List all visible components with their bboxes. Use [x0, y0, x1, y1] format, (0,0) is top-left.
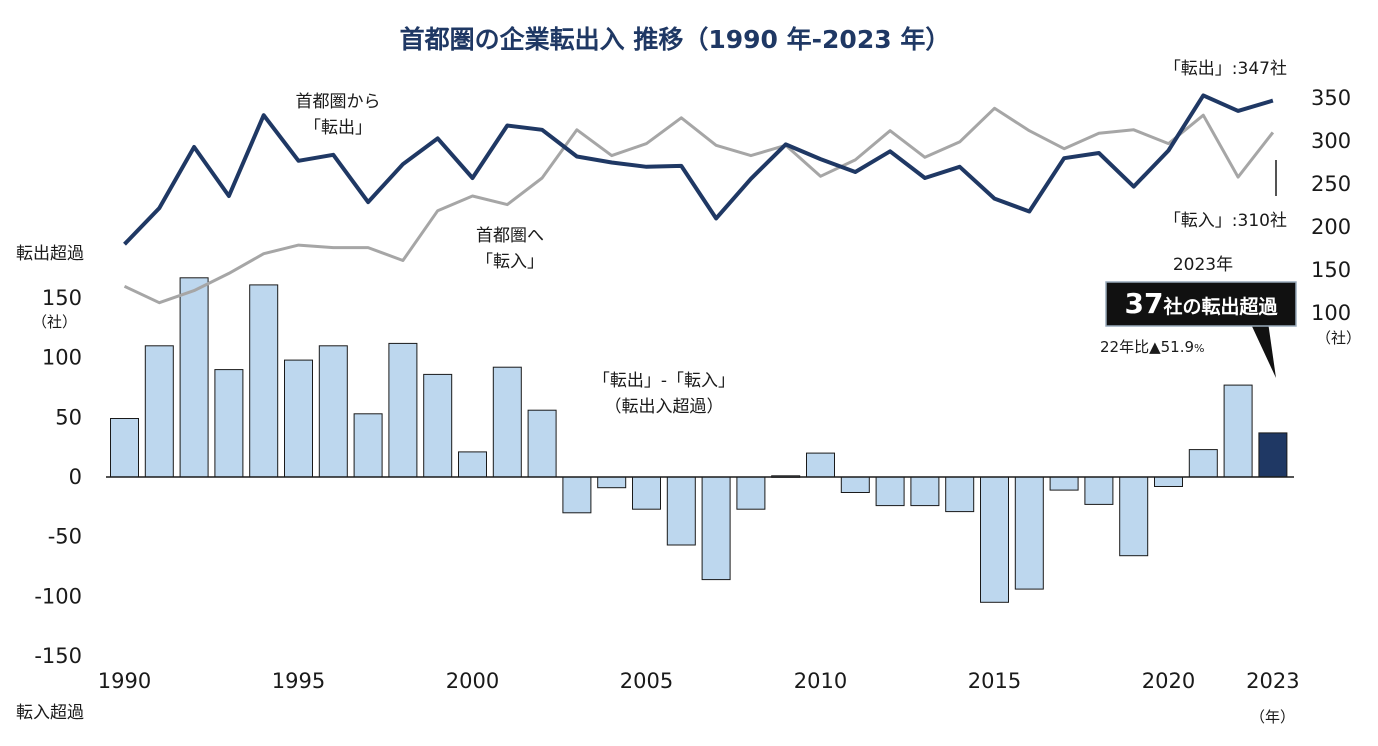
bar-2020 [1154, 476, 1183, 487]
x-tick-1995: 1995 [272, 669, 325, 693]
bar-2004 [597, 476, 627, 489]
bar-2005 [632, 476, 661, 510]
left-tick--150: -150 [34, 644, 82, 668]
right-tick-100: 100 [1311, 301, 1351, 325]
callout-box [1105, 281, 1297, 327]
callout-year: 2023年 [1173, 255, 1233, 275]
bar-1994 [249, 284, 279, 478]
callout-suffix: 社の転出超過 [1162, 295, 1278, 318]
bar-2022 [1223, 384, 1253, 478]
x-axis-ticks: 1990 1995 2000 2005 2010 2015 2020 2023 [98, 669, 1300, 693]
bar-1997 [353, 413, 383, 478]
left-unit-label: （社） [32, 313, 77, 331]
in-end-value-label: 「転入」:310社 [1164, 211, 1287, 231]
callout-comparison-main: 22年比▲51.9 [1100, 338, 1194, 356]
bar-2014 [945, 476, 975, 513]
bar-1993 [214, 369, 244, 478]
x-tick-2000: 2000 [446, 669, 499, 693]
x-tick-1990: 1990 [98, 669, 151, 693]
right-tick-350: 350 [1311, 86, 1351, 110]
bar-1990 [110, 418, 139, 478]
bar-2016 [1014, 476, 1044, 590]
bar-1999 [423, 373, 453, 478]
bar-2021 [1188, 449, 1218, 478]
right-unit-label: （社） [1316, 329, 1361, 347]
out-end-value-label: 「転出」:347社 [1164, 59, 1287, 79]
bar-1998 [388, 342, 418, 478]
bar-series-label-line2: （転出入超過） [605, 397, 724, 417]
bar-2003 [562, 476, 592, 514]
left-tick-0: 0 [69, 465, 82, 489]
bar-series [110, 277, 1288, 603]
right-axis-ticks: 350 300 250 200 150 100 [1311, 86, 1351, 325]
left-tick-150: 150 [42, 286, 82, 310]
in-series-label-line1: 首都圏へ [476, 226, 544, 246]
inflow-excess-label: 転入超過 [16, 703, 84, 723]
bar-series-label-line1: 「転出」-「転入」 [593, 371, 735, 391]
right-tick-300: 300 [1311, 129, 1351, 153]
right-tick-150: 150 [1311, 258, 1351, 282]
bar-2007 [701, 476, 731, 581]
right-tick-200: 200 [1311, 215, 1351, 239]
x-unit-label: （年） [1250, 708, 1295, 726]
in-series-label-line2: 「転入」 [476, 252, 544, 272]
bar-2019 [1119, 476, 1149, 557]
left-tick-100: 100 [42, 346, 82, 370]
out-series-label-line1: 首都圏から [296, 92, 381, 112]
out-series-label-line2: 「転出」 [304, 118, 372, 138]
bar-2011 [840, 476, 870, 493]
bar-2013 [910, 476, 940, 507]
bar-2008 [736, 476, 766, 510]
bar-2017 [1049, 476, 1079, 491]
callout-comparison-pct: % [1194, 342, 1204, 355]
bar-2000 [458, 451, 487, 478]
left-tick--50: -50 [48, 525, 82, 549]
left-tick-50: 50 [55, 405, 82, 429]
callout-number: 37 [1125, 287, 1164, 320]
bar-2001 [492, 366, 522, 478]
bar-1991 [144, 345, 174, 478]
left-tick--100: -100 [34, 584, 82, 608]
right-tick-250: 250 [1311, 172, 1351, 196]
line-series [123, 93, 1275, 305]
bar-2002 [527, 409, 557, 478]
bar-2018 [1084, 476, 1114, 505]
bar-1995 [284, 359, 313, 478]
line-inflow [123, 106, 1275, 305]
x-tick-2005: 2005 [620, 669, 673, 693]
left-axis-ticks: 150 100 50 0 -50 -100 -150 [34, 286, 82, 668]
bar-1992 [179, 277, 209, 478]
line-outflow [123, 93, 1274, 246]
callout-comparison: 22年比▲51.9% [1100, 338, 1204, 356]
callout-pointer [1250, 322, 1276, 378]
x-tick-2023: 2023 [1246, 669, 1299, 693]
bar-2012 [875, 476, 905, 507]
x-tick-2010: 2010 [794, 669, 847, 693]
x-tick-2015: 2015 [968, 669, 1021, 693]
outflow-excess-label: 転出超過 [16, 244, 84, 264]
callout-text: 37社の転出超過 [1125, 287, 1279, 320]
bar-2023 [1258, 432, 1288, 478]
bar-2006 [666, 476, 696, 546]
x-tick-2020: 2020 [1142, 669, 1195, 693]
bar-2010 [806, 452, 835, 478]
bar-2015 [980, 476, 1009, 603]
bar-1996 [318, 345, 348, 478]
chart-title: 首都圏の企業転出入 推移（1990 年-2023 年） [400, 25, 951, 54]
